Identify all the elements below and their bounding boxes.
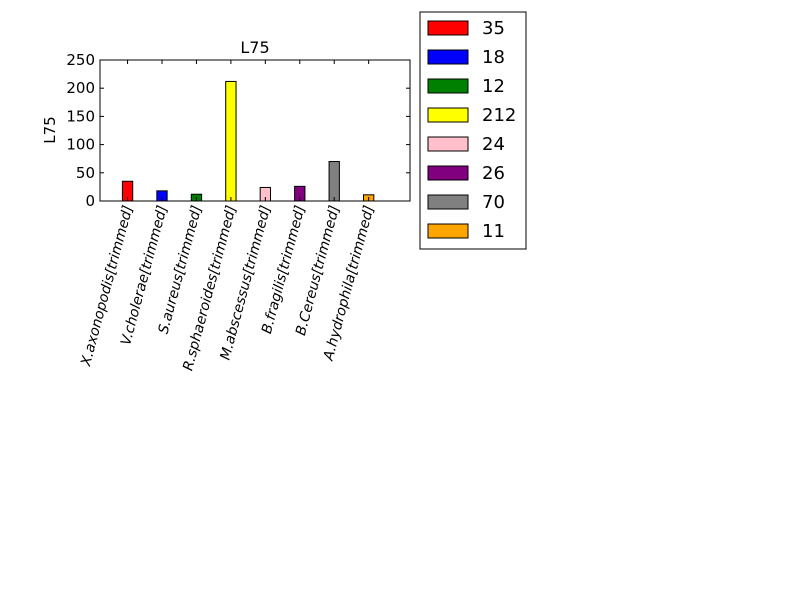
legend-swatch (427, 194, 469, 210)
legend-label: 26 (482, 163, 505, 184)
y-tick-label: 150 (66, 107, 95, 125)
plot-area-frame (99, 59, 411, 202)
legend-label: 12 (482, 76, 505, 97)
y-axis-label: L75 (41, 116, 59, 143)
legend-swatch (427, 165, 469, 181)
legend-swatch (427, 20, 469, 36)
legend-swatch (427, 136, 469, 152)
y-tick-label: 50 (76, 164, 95, 182)
bar (328, 161, 340, 202)
legend: 35 18 12 212 24 26 70 11 (419, 11, 527, 250)
y-tick-label: 250 (66, 51, 95, 69)
legend-label: 18 (482, 47, 505, 68)
legend-label: 11 (482, 221, 505, 242)
y-axis-ticks: 0 50 100 150 200 250 (66, 51, 410, 210)
y-tick-label: 100 (66, 136, 95, 154)
bar (225, 80, 237, 202)
legend-label: 35 (482, 18, 505, 39)
legend-swatch (427, 107, 469, 123)
legend-label: 212 (482, 105, 516, 126)
legend-label: 24 (482, 134, 505, 155)
legend-swatch (427, 78, 469, 94)
legend-label: 70 (482, 192, 505, 213)
legend-swatch (427, 223, 469, 239)
legend-swatch (427, 49, 469, 65)
legend-frame (419, 11, 527, 250)
y-tick-label: 200 (66, 79, 95, 97)
y-tick-label: 0 (85, 192, 95, 210)
chart-title: L75 (240, 38, 269, 57)
